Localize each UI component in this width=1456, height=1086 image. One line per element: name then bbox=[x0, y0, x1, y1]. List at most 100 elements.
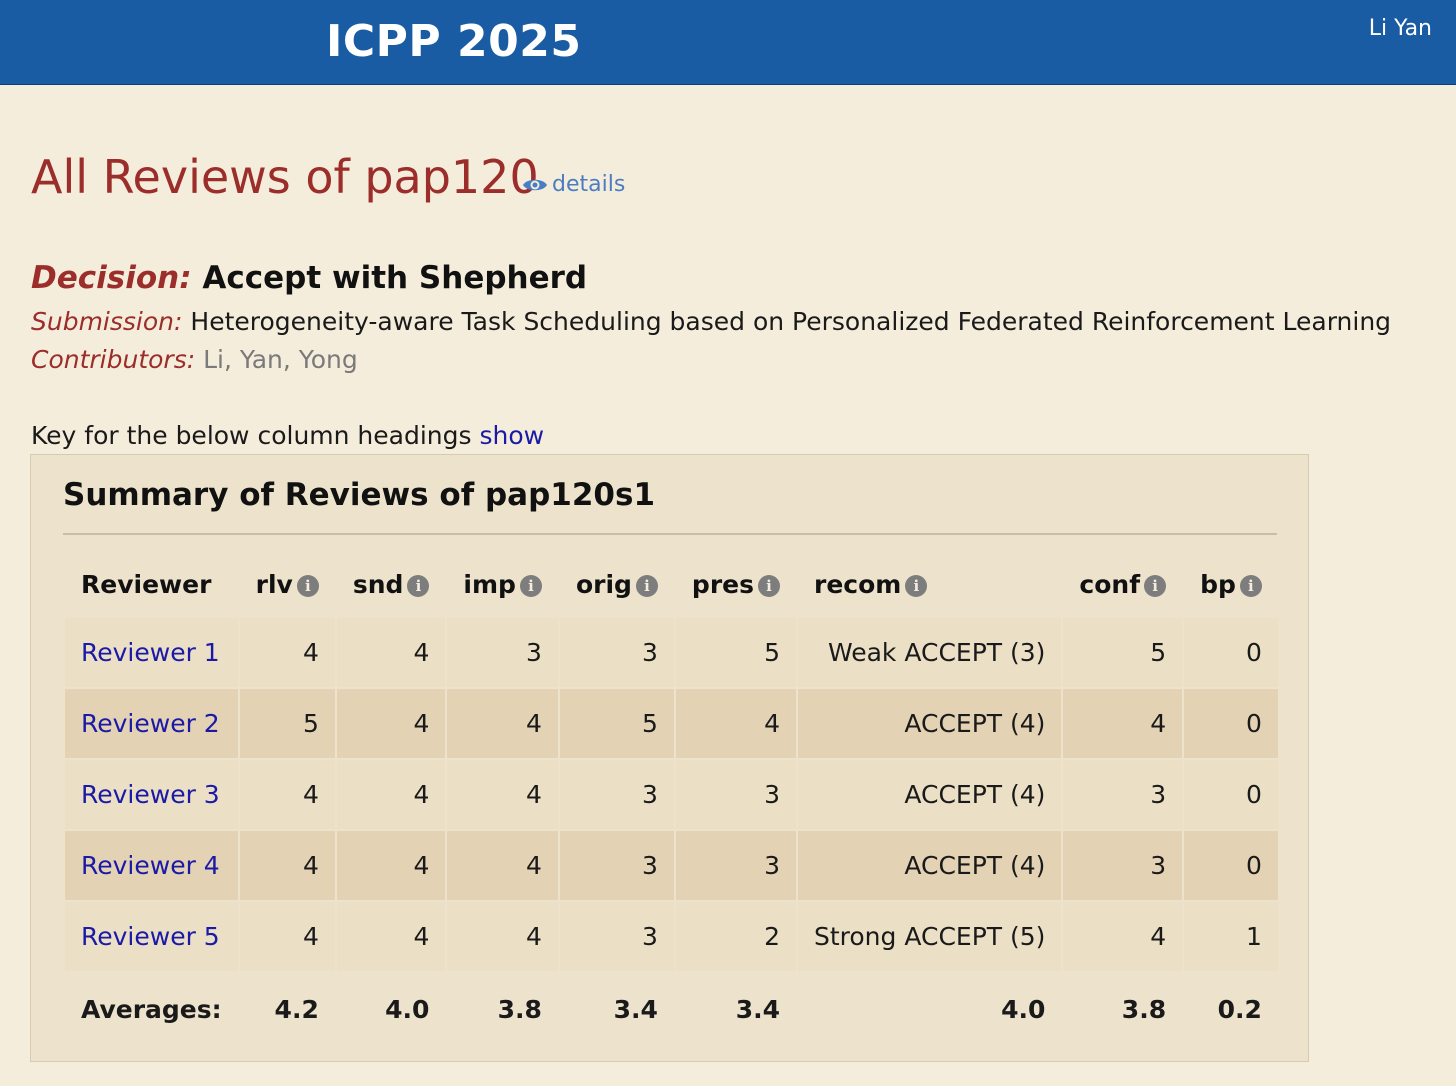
decision-line: Decision: Accept with Shepherd bbox=[31, 260, 587, 296]
details-link[interactable]: details bbox=[522, 172, 625, 197]
column-header-reviewer: Reviewer bbox=[81, 569, 212, 599]
reviewer-link[interactable]: Reviewer 3 bbox=[81, 780, 220, 809]
table-row: Reviewer 3 4 4 4 3 3 ACCEPT (4) 3 0 bbox=[65, 760, 1278, 831]
recom-cell: ACCEPT (4) bbox=[797, 760, 1062, 831]
info-icon[interactable]: i bbox=[407, 574, 430, 597]
info-icon[interactable]: i bbox=[635, 574, 658, 597]
conf-cell: 5 bbox=[1063, 618, 1183, 689]
imp-cell: 4 bbox=[447, 689, 558, 760]
contributors-line: Contributors: Li, Yan, Yong bbox=[31, 345, 358, 374]
orig-cell: 3 bbox=[559, 760, 674, 831]
snd-cell: 4 bbox=[336, 618, 446, 689]
orig-average: 3.4 bbox=[559, 973, 674, 1047]
submission-title: Heterogeneity-aware Task Scheduling base… bbox=[190, 307, 1392, 336]
top-header-bar: ICPP 2025 Li Yan bbox=[0, 0, 1456, 85]
pres-cell: 3 bbox=[675, 760, 796, 831]
info-icon[interactable]: i bbox=[296, 574, 319, 597]
column-header-recom: recom i bbox=[798, 550, 1061, 618]
reviews-table: Reviewer rlv i snd i imp i orig i pres i reco… bbox=[63, 550, 1280, 1047]
pres-cell: 3 bbox=[675, 831, 796, 902]
imp-cell: 4 bbox=[447, 760, 558, 831]
pres-cell: 4 bbox=[675, 689, 796, 760]
bp-cell: 0 bbox=[1184, 618, 1278, 689]
decision-label: Decision: bbox=[31, 260, 192, 296]
summary-panel: Summary of Reviews of pap120s1 Reviewer … bbox=[30, 454, 1309, 1062]
snd-cell: 4 bbox=[336, 689, 446, 760]
column-key-line: Key for the below column headings show bbox=[31, 421, 544, 450]
reviewer-link[interactable]: Reviewer 5 bbox=[81, 922, 220, 951]
column-header-rlv: rlv i bbox=[240, 550, 335, 618]
column-header-imp: imp i bbox=[447, 550, 558, 618]
details-label: details bbox=[552, 172, 626, 197]
conf-average: 3.8 bbox=[1063, 973, 1183, 1047]
summary-title: Summary of Reviews of pap120s1 bbox=[63, 477, 656, 513]
recom-average: 4.0 bbox=[797, 973, 1062, 1047]
orig-cell: 3 bbox=[559, 831, 674, 902]
decision-value: Accept with Shepherd bbox=[202, 260, 588, 296]
column-header-conf: conf i bbox=[1063, 550, 1182, 618]
column-header-orig: orig i bbox=[560, 550, 674, 618]
reviewer-cell: Reviewer 5 bbox=[65, 902, 238, 973]
conference-title[interactable]: ICPP 2025 bbox=[326, 16, 582, 67]
contributors-value: Li, Yan, Yong bbox=[203, 345, 358, 374]
recom-cell: ACCEPT (4) bbox=[797, 689, 1062, 760]
info-icon[interactable]: i bbox=[1239, 574, 1262, 597]
user-name-link[interactable]: Li Yan bbox=[1368, 16, 1432, 41]
conf-cell: 3 bbox=[1063, 831, 1183, 902]
info-icon[interactable]: i bbox=[905, 574, 928, 597]
conf-cell: 4 bbox=[1063, 689, 1183, 760]
rlv-average: 4.2 bbox=[239, 973, 335, 1047]
bp-cell: 1 bbox=[1184, 902, 1278, 973]
pres-cell: 5 bbox=[675, 618, 796, 689]
rlv-cell: 4 bbox=[239, 760, 335, 831]
pres-average: 3.4 bbox=[675, 973, 796, 1047]
averages-label: Averages: bbox=[65, 973, 238, 1047]
column-header-snd: snd i bbox=[337, 550, 446, 618]
info-icon[interactable]: i bbox=[1144, 574, 1167, 597]
column-header-bp: bp i bbox=[1184, 550, 1278, 618]
submission-label: Submission: bbox=[31, 307, 183, 336]
conf-cell: 3 bbox=[1063, 760, 1183, 831]
reviewer-cell: Reviewer 3 bbox=[65, 760, 238, 831]
pres-cell: 2 bbox=[675, 902, 796, 973]
snd-average: 4.0 bbox=[336, 973, 446, 1047]
rlv-cell: 4 bbox=[239, 618, 335, 689]
snd-cell: 4 bbox=[336, 831, 446, 902]
eye-icon bbox=[523, 179, 547, 190]
conf-cell: 4 bbox=[1063, 902, 1183, 973]
reviewer-link[interactable]: Reviewer 1 bbox=[81, 638, 220, 667]
orig-cell: 3 bbox=[559, 902, 674, 973]
show-key-link[interactable]: show bbox=[479, 421, 545, 450]
bp-average: 0.2 bbox=[1184, 973, 1278, 1047]
orig-cell: 3 bbox=[559, 618, 674, 689]
table-row: Reviewer 4 4 4 4 3 3 ACCEPT (4) 3 0 bbox=[65, 831, 1278, 902]
column-header-pres: pres i bbox=[676, 550, 796, 618]
recom-cell: Weak ACCEPT (3) bbox=[797, 618, 1062, 689]
reviewer-cell: Reviewer 4 bbox=[65, 831, 238, 902]
reviewer-cell: Reviewer 2 bbox=[65, 689, 238, 760]
averages-row: Averages: 4.2 4.0 3.8 3.4 3.4 4.0 3.8 0.… bbox=[65, 973, 1278, 1047]
reviewer-link[interactable]: Reviewer 2 bbox=[81, 709, 220, 738]
contributors-label: Contributors: bbox=[31, 345, 196, 374]
info-icon[interactable]: i bbox=[519, 574, 542, 597]
recom-cell: ACCEPT (4) bbox=[797, 831, 1062, 902]
table-row: Reviewer 1 4 4 3 3 5 Weak ACCEPT (3) 5 0 bbox=[65, 618, 1278, 689]
bp-cell: 0 bbox=[1184, 760, 1278, 831]
table-row: Reviewer 2 5 4 4 5 4 ACCEPT (4) 4 0 bbox=[65, 689, 1278, 760]
info-icon[interactable]: i bbox=[757, 574, 780, 597]
imp-average: 3.8 bbox=[447, 973, 558, 1047]
reviewer-link[interactable]: Reviewer 4 bbox=[81, 851, 220, 880]
page-title: All Reviews of pap120 bbox=[31, 150, 539, 204]
imp-cell: 3 bbox=[447, 618, 558, 689]
submission-line: Submission: Heterogeneity-aware Task Sch… bbox=[31, 307, 1391, 336]
snd-cell: 4 bbox=[336, 902, 446, 973]
table-header-row: Reviewer rlv i snd i imp i orig i pres i reco… bbox=[65, 550, 1278, 618]
table-row: Reviewer 5 4 4 4 3 2 Strong ACCEPT (5) 4… bbox=[65, 902, 1278, 973]
key-text: Key for the below column headings bbox=[31, 421, 472, 450]
bp-cell: 0 bbox=[1184, 831, 1278, 902]
orig-cell: 5 bbox=[559, 689, 674, 760]
bp-cell: 0 bbox=[1184, 689, 1278, 760]
snd-cell: 4 bbox=[336, 760, 446, 831]
rlv-cell: 4 bbox=[239, 902, 335, 973]
rlv-cell: 5 bbox=[239, 689, 335, 760]
